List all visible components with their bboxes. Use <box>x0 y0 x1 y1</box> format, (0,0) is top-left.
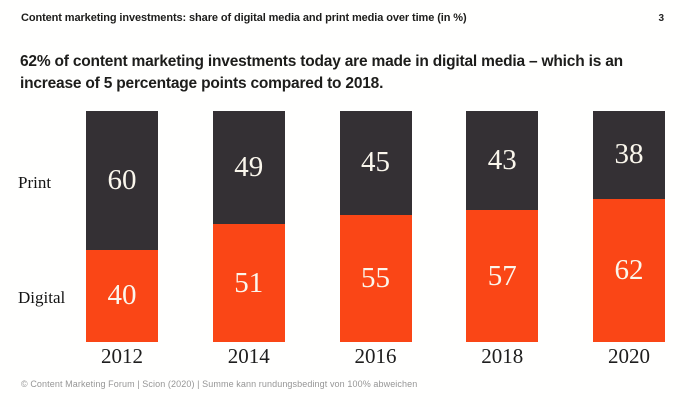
bar-2014: 49 51 <box>212 111 285 342</box>
bar-segment-print: 38 <box>593 111 665 199</box>
slide-title: Content marketing investments: share of … <box>21 12 467 24</box>
bar-segment-print: 43 <box>466 111 539 211</box>
bar-value-label: 45 <box>361 146 390 179</box>
bar-value-label: 55 <box>361 261 390 294</box>
bar-segment-digital: 51 <box>212 224 285 342</box>
bar-value-label: 62 <box>614 253 644 286</box>
bar-value-label: 49 <box>234 151 264 184</box>
bar-value-label: 38 <box>614 138 644 171</box>
series-label-digital: Digital <box>18 288 66 307</box>
stacked-bar-chart: 60 40 49 51 45 55 43 57 38 62 <box>86 111 665 342</box>
bar-2018: 43 57 <box>466 111 539 342</box>
bar-2012: 60 40 <box>86 111 158 342</box>
bar-2016: 45 55 <box>339 111 412 342</box>
x-axis-label-2020: 2020 <box>608 344 650 368</box>
bar-segment-print: 49 <box>212 111 285 225</box>
x-axis-label-2014: 2014 <box>227 344 270 368</box>
bar-segment-print: 45 <box>339 111 412 215</box>
bar-value-label: 43 <box>487 144 517 177</box>
bar-segment-digital: 55 <box>339 214 412 342</box>
bar-value-label: 60 <box>107 163 137 196</box>
page-number: 3 <box>658 13 664 24</box>
bar-2020: 38 62 <box>593 111 665 342</box>
headline: 62% of content marketing investments tod… <box>20 53 623 92</box>
bar-value-label: 40 <box>107 279 137 312</box>
bar-segment-digital: 62 <box>593 198 665 342</box>
x-axis-label-2016: 2016 <box>354 344 397 368</box>
bar-segment-digital: 57 <box>466 210 539 342</box>
x-axis-label-2018: 2018 <box>481 344 524 368</box>
bar-segment-print: 60 <box>86 111 158 250</box>
footer-source-note: © Content Marketing Forum | Scion (2020)… <box>21 379 418 389</box>
x-axis-label-2012: 2012 <box>101 344 143 368</box>
bar-value-label: 51 <box>234 266 264 299</box>
bar-segment-digital: 40 <box>86 249 158 342</box>
bar-value-label: 57 <box>487 259 517 292</box>
series-label-print: Print <box>18 173 52 192</box>
x-axis-labels: 2012 2014 2016 2018 2020 <box>86 344 665 369</box>
